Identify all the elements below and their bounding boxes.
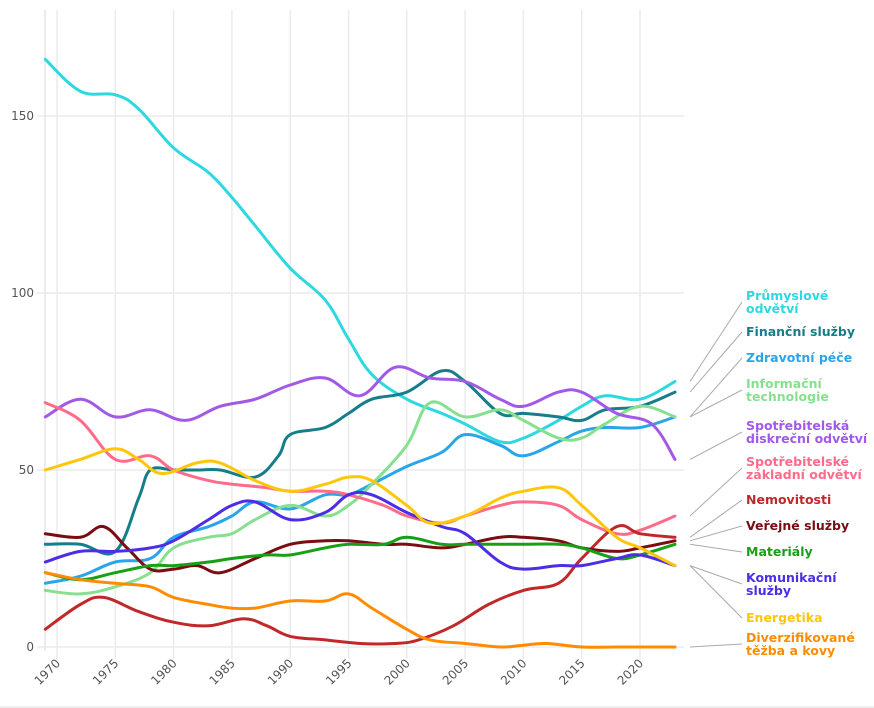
legend-label: Energetika — [746, 610, 823, 625]
series-lines — [43, 57, 677, 649]
series-line-4 — [43, 365, 677, 461]
legend-label: Zdravotní péče — [746, 350, 852, 365]
legend-label: Finanční služby — [746, 324, 855, 339]
series-line-11 — [43, 571, 677, 649]
legend-leader-line — [689, 431, 743, 460]
legend-leader-line — [689, 389, 743, 418]
series-line-5 — [43, 401, 677, 536]
series-line-8 — [43, 535, 677, 582]
series-line-7 — [43, 524, 677, 575]
legend-label: Spotřebitelské základní odvětví — [746, 454, 863, 482]
legend-leader-line — [689, 543, 743, 553]
grid-lines — [37, 10, 684, 659]
x-tick-labels: 1970 1975 1980 1985 1990 1995 2000 2005 2010 2015… — [32, 656, 646, 687]
y-tick-labels: 0 50 100 150 — [11, 109, 34, 654]
legend-label: Komunikační služby — [746, 570, 837, 598]
y-tick-label: 0 — [26, 640, 34, 654]
x-tick-label: 2000 — [381, 656, 412, 687]
x-tick-label: 2005 — [440, 656, 471, 687]
legend-leader-line — [689, 467, 743, 517]
x-tick-label: 2020 — [615, 656, 646, 687]
series-line-1 — [43, 369, 677, 556]
series-line-10 — [43, 447, 677, 568]
legend-leader-line — [689, 357, 743, 418]
x-tick-label: 1975 — [90, 656, 121, 687]
legend-leader-lines — [689, 301, 743, 648]
legend-leader-line — [689, 565, 743, 619]
x-tick-label: 2010 — [498, 656, 529, 687]
legend-leader-line — [689, 331, 743, 393]
y-tick-label: 100 — [11, 286, 34, 300]
x-tick-label: 1980 — [148, 656, 179, 687]
legend-label: Informační technologie — [746, 376, 829, 404]
x-tick-label: 1990 — [265, 656, 296, 687]
legend-leader-line — [689, 565, 743, 585]
x-tick-label: 1995 — [323, 656, 354, 687]
bottom-divider — [0, 706, 874, 708]
x-tick-label: 2015 — [556, 656, 587, 687]
x-tick-label: 1985 — [207, 656, 238, 687]
legend-label: Diverzifikované těžba a kovy — [746, 630, 855, 658]
legend-label: Veřejné služby — [746, 518, 849, 533]
y-tick-label: 50 — [19, 463, 34, 477]
legend-label: Nemovitosti — [746, 492, 831, 507]
legend: Průmyslové odvětví Finanční služby Zdravotn… — [746, 288, 868, 658]
legend-leader-line — [689, 643, 743, 648]
legend-leader-line — [689, 499, 743, 538]
series-line-2 — [43, 415, 677, 585]
series-line-9 — [43, 490, 677, 571]
legend-leader-line — [689, 301, 743, 382]
x-tick-label: 1970 — [32, 656, 63, 687]
y-tick-label: 150 — [11, 109, 34, 123]
legend-label: Spotřebitelská diskreční odvětví — [746, 418, 868, 446]
legend-label: Materiály — [746, 544, 813, 559]
series-line-0 — [43, 57, 677, 445]
legend-leader-line — [689, 525, 743, 542]
legend-label: Průmyslové odvětví — [746, 288, 828, 316]
